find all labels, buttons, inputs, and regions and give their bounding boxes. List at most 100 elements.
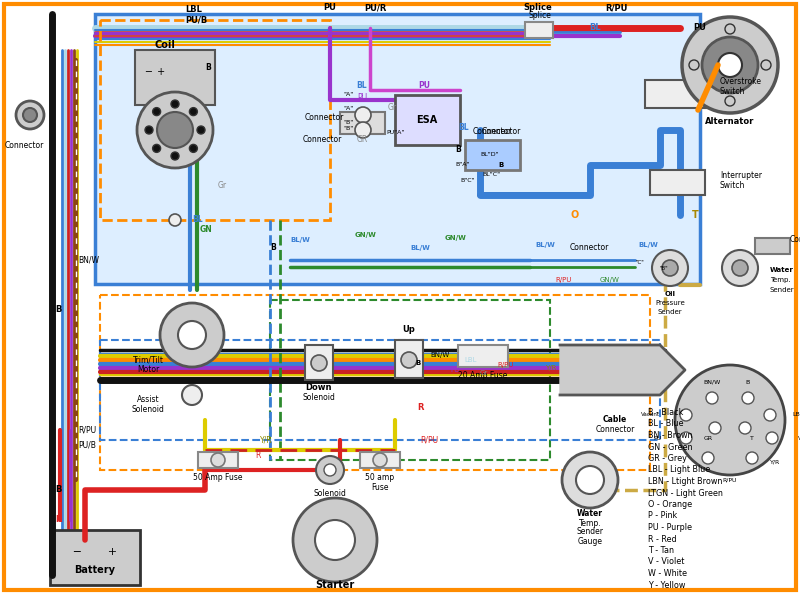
Bar <box>395 340 423 378</box>
Text: Fuse: Fuse <box>371 482 389 491</box>
Text: Motor: Motor <box>137 365 159 374</box>
Text: BN/W: BN/W <box>78 255 99 264</box>
Text: BN/W: BN/W <box>430 352 450 358</box>
Circle shape <box>373 453 387 467</box>
Text: 20 Amp Fuse: 20 Amp Fuse <box>458 371 508 381</box>
Text: Water: Water <box>770 267 794 273</box>
Text: LBN - Ltight Brown: LBN - Ltight Brown <box>648 477 722 486</box>
Circle shape <box>722 250 758 286</box>
Circle shape <box>742 392 754 404</box>
Circle shape <box>680 409 692 421</box>
Text: Splice: Splice <box>529 11 551 20</box>
Text: BL/W: BL/W <box>535 242 555 248</box>
Bar <box>650 170 705 195</box>
Text: Gr: Gr <box>388 103 397 112</box>
Text: B: B <box>415 360 420 366</box>
Bar <box>100 295 650 470</box>
Text: Coil: Coil <box>154 40 175 50</box>
Text: PU/R: PU/R <box>364 4 386 12</box>
Bar <box>458 345 508 367</box>
Circle shape <box>576 466 604 494</box>
Text: Oil: Oil <box>665 291 675 297</box>
Circle shape <box>680 432 692 444</box>
Bar <box>340 112 385 134</box>
Text: PU: PU <box>450 367 459 373</box>
Circle shape <box>725 24 735 34</box>
Text: Connector: Connector <box>482 128 522 137</box>
Text: R/PU: R/PU <box>78 425 96 434</box>
Circle shape <box>316 456 344 484</box>
Circle shape <box>211 453 225 467</box>
Circle shape <box>153 144 161 153</box>
Circle shape <box>190 108 198 116</box>
Text: Gr: Gr <box>480 370 488 376</box>
Text: BL/W: BL/W <box>638 242 658 248</box>
Text: Vacant: Vacant <box>641 412 660 418</box>
Circle shape <box>562 452 618 508</box>
Text: Solenoid: Solenoid <box>131 406 165 415</box>
Text: BL/W: BL/W <box>410 245 430 251</box>
Text: LBL - Light Blue: LBL - Light Blue <box>648 466 710 475</box>
Circle shape <box>153 108 161 116</box>
Text: R/PU: R/PU <box>420 435 438 444</box>
Text: "B": "B" <box>660 266 669 270</box>
Circle shape <box>23 108 37 122</box>
Circle shape <box>718 53 742 77</box>
Circle shape <box>709 422 721 434</box>
Text: "A": "A" <box>343 106 354 110</box>
Circle shape <box>702 452 714 464</box>
Text: B: B <box>205 64 210 72</box>
Bar <box>95 14 700 284</box>
Circle shape <box>766 432 778 444</box>
Text: R: R <box>255 450 260 460</box>
Circle shape <box>702 37 758 93</box>
Text: Solenoid: Solenoid <box>314 488 346 498</box>
Text: Vacant: Vacant <box>798 435 800 441</box>
Text: R - Red: R - Red <box>648 535 677 544</box>
Text: Pressure: Pressure <box>655 300 685 306</box>
Text: Gauge: Gauge <box>578 536 602 545</box>
Text: BL: BL <box>192 216 202 225</box>
Text: B: B <box>746 380 750 384</box>
Text: GR: GR <box>357 135 368 144</box>
Text: Down: Down <box>306 384 332 393</box>
Text: O - Orange: O - Orange <box>648 500 692 509</box>
Text: PU: PU <box>357 93 367 103</box>
Text: ─  +: ─ + <box>145 67 165 77</box>
Bar <box>270 300 550 460</box>
Circle shape <box>16 101 44 129</box>
Text: Connector: Connector <box>595 425 634 434</box>
Text: R: R <box>417 403 423 412</box>
Text: Y/R: Y/R <box>260 435 273 444</box>
Circle shape <box>171 100 179 108</box>
Circle shape <box>324 464 336 476</box>
Circle shape <box>732 260 748 276</box>
Text: PU: PU <box>418 81 430 90</box>
Circle shape <box>197 126 205 134</box>
Text: W - White: W - White <box>648 569 687 578</box>
Text: BL"D": BL"D" <box>480 153 498 157</box>
Text: BL"C": BL"C" <box>482 172 500 178</box>
Text: GN/W: GN/W <box>445 235 467 241</box>
Text: GN: GN <box>200 226 213 235</box>
Text: R/PU: R/PU <box>555 277 571 283</box>
Circle shape <box>764 409 776 421</box>
Text: Battery: Battery <box>74 565 115 575</box>
Text: Interrupter: Interrupter <box>720 170 762 179</box>
Text: 50 Amp Fuse: 50 Amp Fuse <box>194 473 242 482</box>
Bar <box>100 20 330 220</box>
Bar <box>395 95 460 145</box>
Circle shape <box>160 303 224 367</box>
Text: Temp.: Temp. <box>578 519 602 527</box>
Circle shape <box>652 250 688 286</box>
Text: "A": "A" <box>343 93 354 97</box>
Bar <box>305 345 333 380</box>
Text: T - Tan: T - Tan <box>648 546 674 555</box>
Text: Y/R: Y/R <box>770 460 780 465</box>
Circle shape <box>293 498 377 582</box>
Circle shape <box>171 152 179 160</box>
Text: B"C": B"C" <box>460 178 474 182</box>
Text: Switch: Switch <box>720 181 746 189</box>
Text: BL: BL <box>589 24 601 33</box>
Text: PU - Purple: PU - Purple <box>648 523 692 532</box>
